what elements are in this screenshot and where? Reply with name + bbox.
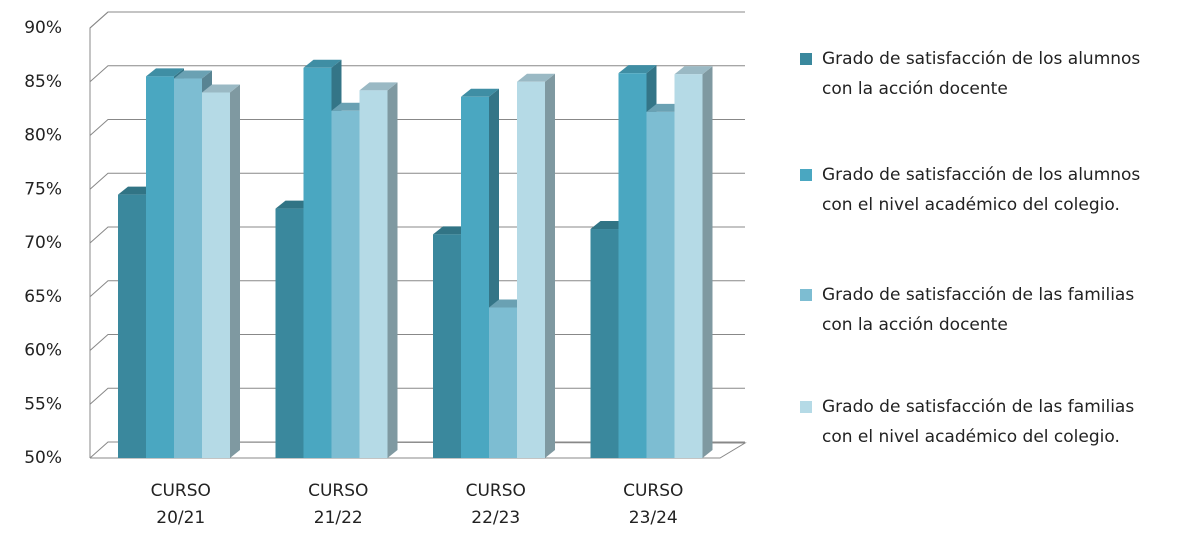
bar-front bbox=[674, 74, 703, 458]
legend-item: Grado de satisfacción de las familias co… bbox=[800, 280, 1160, 340]
bar-front bbox=[303, 67, 332, 459]
y-tick-label: 60% bbox=[24, 341, 62, 361]
legend-item: Grado de satisfacción de los alumnos con… bbox=[800, 160, 1160, 220]
bar-top bbox=[303, 59, 342, 68]
bar-top bbox=[359, 82, 398, 91]
legend-swatch bbox=[800, 289, 812, 301]
bar-side bbox=[545, 73, 555, 458]
bar-front bbox=[146, 76, 174, 458]
bar-side bbox=[702, 66, 713, 458]
bar-top bbox=[146, 68, 184, 77]
bar bbox=[674, 66, 713, 458]
bar bbox=[461, 88, 499, 459]
bar-top bbox=[174, 70, 212, 79]
legend-item: Grado de satisfacción de los alumnos con… bbox=[800, 44, 1160, 104]
legend-swatch bbox=[800, 53, 812, 65]
legend-swatch bbox=[800, 401, 812, 413]
bar-front bbox=[118, 194, 146, 458]
bar-front bbox=[331, 110, 360, 459]
y-tick-label: 85% bbox=[24, 72, 62, 92]
y-tick-label: 70% bbox=[24, 233, 62, 253]
bar-top bbox=[618, 65, 657, 74]
x-tick-label: CURSO 20/21 bbox=[150, 481, 211, 528]
legend-label: Grado de satisfacción de las familias co… bbox=[822, 285, 1135, 335]
bar-top bbox=[674, 66, 713, 75]
bar-front bbox=[202, 92, 230, 458]
bar-side bbox=[387, 82, 398, 458]
bar-front bbox=[646, 111, 675, 458]
y-tick-label: 80% bbox=[24, 126, 62, 146]
bar-front bbox=[433, 234, 461, 458]
legend-item: Grado de satisfacción de las familias co… bbox=[800, 392, 1160, 452]
y-tick-label: 90% bbox=[24, 18, 62, 38]
bar-front bbox=[461, 96, 489, 459]
y-tick-label: 55% bbox=[24, 394, 62, 414]
bar bbox=[359, 82, 398, 458]
x-tick-label: CURSO 22/23 bbox=[465, 481, 526, 528]
x-tick-label: CURSO 23/24 bbox=[623, 481, 684, 528]
bar bbox=[202, 84, 240, 458]
bar-side bbox=[230, 84, 240, 458]
bar-front bbox=[174, 78, 202, 459]
y-tick-label: 75% bbox=[24, 179, 62, 199]
grid-line bbox=[89, 65, 745, 83]
legend-label: Grado de satisfacción de las familias co… bbox=[822, 397, 1135, 447]
legend-swatch bbox=[800, 169, 812, 181]
legend-label: Grado de satisfacción de los alumnos con… bbox=[822, 49, 1141, 99]
legend-label: Grado de satisfacción de los alumnos con… bbox=[822, 165, 1141, 215]
bar-front bbox=[590, 229, 619, 458]
bar-front bbox=[275, 208, 304, 458]
bar-top bbox=[517, 73, 555, 82]
bar bbox=[517, 73, 555, 458]
bar-front bbox=[489, 307, 517, 458]
bar-front bbox=[359, 90, 388, 458]
bar-top bbox=[202, 84, 240, 93]
y-tick-label: 65% bbox=[24, 287, 62, 307]
y-tick-label: 50% bbox=[24, 448, 62, 468]
bar-front bbox=[618, 73, 647, 459]
x-tick-label: CURSO 21/22 bbox=[308, 481, 369, 528]
bar-front bbox=[517, 81, 545, 458]
bar-top bbox=[461, 88, 499, 97]
grid-line bbox=[89, 11, 745, 29]
